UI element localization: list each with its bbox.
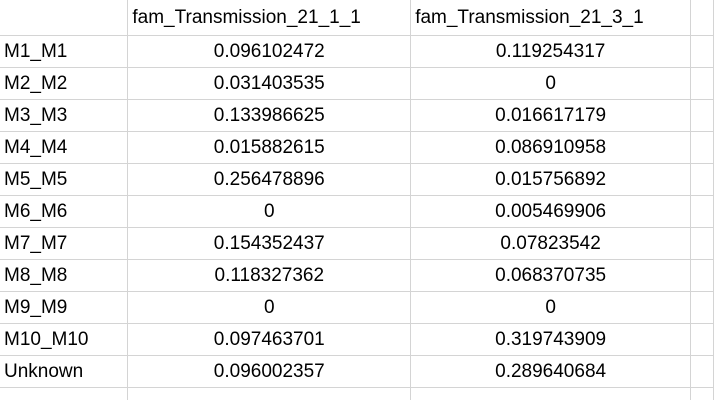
empty-cell[interactable] [690,67,714,100]
value-cell-transmission-21-3-1[interactable]: 0.005469906 [410,195,692,228]
table-row: M3_M3 0.133986625 0.016617179 [0,99,714,132]
value-cell-transmission-21-1-1[interactable]: 0.133986625 [127,99,412,132]
value-cell-transmission-21-3-1[interactable]: 0.319743909 [410,323,692,356]
value-cell-transmission-21-1-1[interactable]: 0.118327362 [127,259,412,292]
value-cell-transmission-21-3-1[interactable]: 0.068370735 [410,259,692,292]
value-cell-transmission-21-1-1[interactable]: 0.096102472 [127,35,412,68]
row-label-cell[interactable]: M5_M5 [0,163,129,196]
column-header-fam-transmission-21-1-1[interactable]: fam_Transmission_21_1_1 [127,0,412,36]
empty-cell[interactable] [0,387,129,400]
value-cell-transmission-21-1-1[interactable]: 0.154352437 [127,227,412,260]
column-header-fam-transmission-21-3-1[interactable]: fam_Transmission_21_3_1 [410,0,692,36]
value-cell-transmission-21-3-1[interactable]: 0.015756892 [410,163,692,196]
row-label-cell[interactable]: M4_M4 [0,131,129,164]
value-cell-transmission-21-3-1[interactable]: 0.119254317 [410,35,692,68]
table-row: M5_M5 0.256478896 0.015756892 [0,163,714,196]
row-label-cell[interactable]: M8_M8 [0,259,129,292]
empty-cell[interactable] [127,387,412,400]
value-cell-transmission-21-3-1[interactable]: 0.086910958 [410,131,692,164]
row-label-cell[interactable]: M10_M10 [0,323,129,356]
empty-cell[interactable] [690,195,714,228]
table-row: Unknown 0.096002357 0.289640684 [0,355,714,388]
header-row: fam_Transmission_21_1_1 fam_Transmission… [0,0,714,36]
value-cell-transmission-21-1-1[interactable]: 0 [127,195,412,228]
row-label-cell[interactable]: M7_M7 [0,227,129,260]
row-label-cell[interactable]: M3_M3 [0,99,129,132]
value-cell-transmission-21-3-1[interactable]: 0.289640684 [410,355,692,388]
row-label-cell[interactable]: M1_M1 [0,35,129,68]
value-cell-transmission-21-1-1[interactable]: 0.015882615 [127,131,412,164]
row-label-cell[interactable]: M9_M9 [0,291,129,324]
table-row: M2_M2 0.031403535 0 [0,67,714,100]
empty-cell[interactable] [690,355,714,388]
value-cell-transmission-21-3-1[interactable]: 0 [410,67,692,100]
value-cell-transmission-21-3-1[interactable]: 0.016617179 [410,99,692,132]
empty-cell[interactable] [410,387,692,400]
value-cell-transmission-21-3-1[interactable]: 0.07823542 [410,227,692,260]
value-cell-transmission-21-1-1[interactable]: 0.031403535 [127,67,412,100]
table-row: M6_M6 0 0.005469906 [0,195,714,228]
value-cell-transmission-21-1-1[interactable]: 0.096002357 [127,355,412,388]
table-row: M1_M1 0.096102472 0.119254317 [0,35,714,68]
empty-cell[interactable] [690,387,714,400]
value-cell-transmission-21-3-1[interactable]: 0 [410,291,692,324]
cell-corner[interactable] [0,0,129,36]
value-cell-transmission-21-1-1[interactable]: 0 [127,291,412,324]
empty-cell[interactable] [690,163,714,196]
table-row: M9_M9 0 0 [0,291,714,324]
value-cell-transmission-21-1-1[interactable]: 0.097463701 [127,323,412,356]
table-row-empty [0,387,714,400]
table-row: M10_M10 0.097463701 0.319743909 [0,323,714,356]
empty-cell[interactable] [690,35,714,68]
row-label-cell[interactable]: M6_M6 [0,195,129,228]
empty-cell[interactable] [690,227,714,260]
table-row: M7_M7 0.154352437 0.07823542 [0,227,714,260]
row-label-cell[interactable]: M2_M2 [0,67,129,100]
empty-cell[interactable] [690,323,714,356]
table-row: M8_M8 0.118327362 0.068370735 [0,259,714,292]
empty-cell[interactable] [690,259,714,292]
row-label-cell[interactable]: Unknown [0,355,129,388]
empty-cell[interactable] [690,0,714,36]
value-cell-transmission-21-1-1[interactable]: 0.256478896 [127,163,412,196]
table-row: M4_M4 0.015882615 0.086910958 [0,131,714,164]
empty-cell[interactable] [690,99,714,132]
empty-cell[interactable] [690,131,714,164]
empty-cell[interactable] [690,291,714,324]
